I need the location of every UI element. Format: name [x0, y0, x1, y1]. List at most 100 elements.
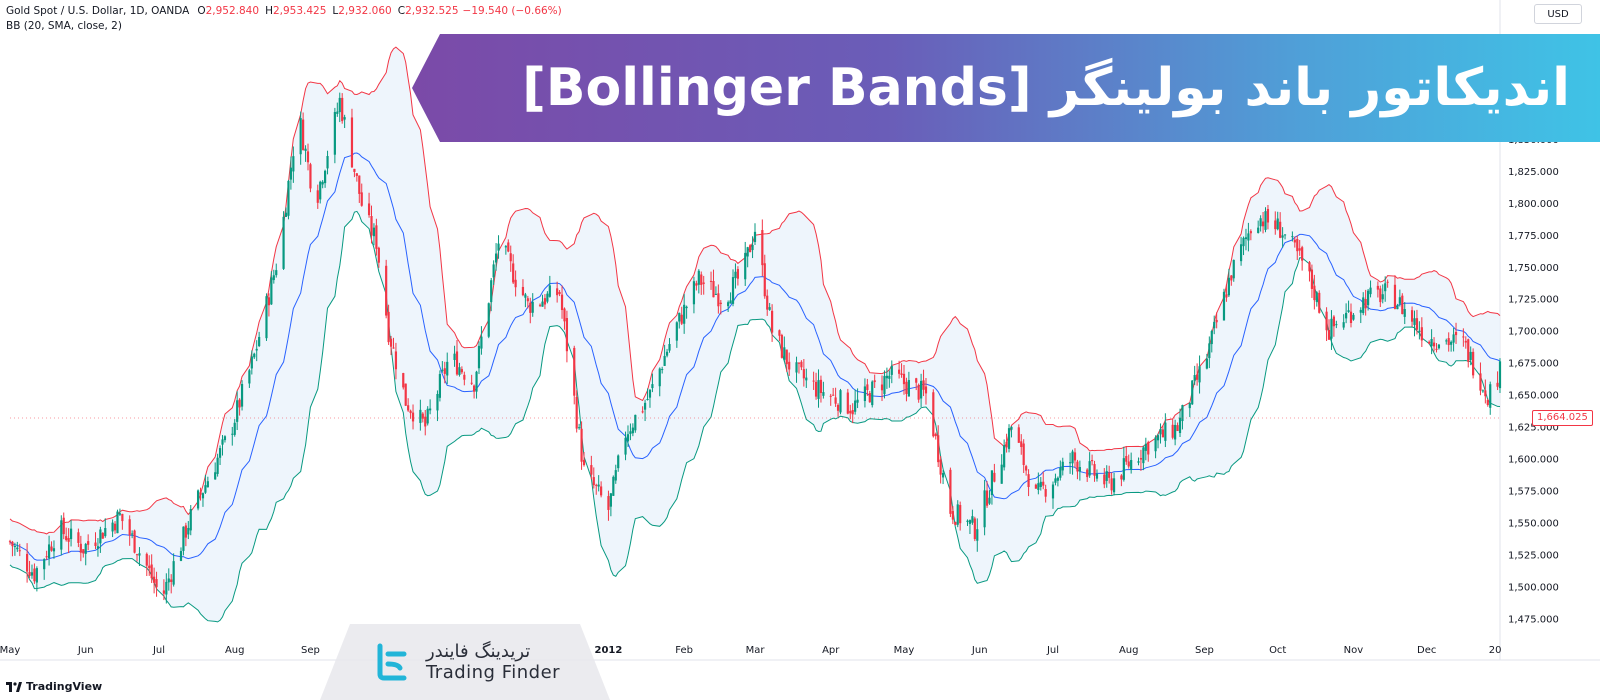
candle-body — [631, 427, 634, 434]
x-tick-label: Jul — [152, 645, 165, 656]
candle-body — [1230, 275, 1233, 281]
change-value: −19.540 (−0.66%) — [462, 5, 562, 17]
candle-body — [477, 345, 481, 369]
candle-body — [1462, 336, 1465, 338]
candle-body — [761, 230, 764, 266]
candle-body — [1159, 429, 1162, 435]
candle-body — [429, 408, 432, 411]
x-tick-label: Feb — [675, 645, 693, 656]
candle-body — [1469, 351, 1472, 360]
candle-body — [1105, 471, 1108, 481]
currency-button[interactable]: USD — [1534, 4, 1582, 24]
candle-body — [1298, 248, 1301, 251]
candle-body — [267, 297, 271, 306]
candle-body — [1472, 351, 1475, 376]
candle-body — [1188, 402, 1191, 409]
candle-body — [1247, 233, 1250, 241]
candle-body — [1198, 366, 1201, 383]
candle-body — [988, 497, 991, 504]
candle-body — [1232, 259, 1235, 279]
y-tick-label: 1,625.000 — [1508, 423, 1559, 434]
candle-body — [1403, 308, 1406, 317]
basis-line — [9, 152, 1501, 561]
candle-body — [1325, 311, 1328, 331]
y-tick-label: 1,500.000 — [1508, 582, 1559, 593]
candle-body — [1034, 484, 1038, 489]
candle-body — [1078, 467, 1081, 472]
candle-body — [104, 528, 107, 537]
candle-body — [558, 291, 561, 294]
candle-body — [1054, 478, 1057, 483]
candle-body — [983, 490, 986, 528]
candle-body — [302, 119, 305, 150]
symbol-title[interactable]: Gold Spot / U.S. Dollar, 1D, OANDA — [6, 5, 190, 17]
candle-body — [196, 490, 200, 509]
candle-body — [871, 381, 874, 406]
candle-body — [497, 243, 500, 251]
candle-body — [135, 554, 139, 556]
candle-body — [1335, 324, 1338, 326]
candle-body — [43, 559, 46, 570]
candle-body — [1068, 462, 1072, 464]
candle-body — [1467, 339, 1470, 362]
candle-body — [1296, 239, 1299, 252]
candle-body — [204, 485, 207, 493]
candle-body — [1415, 318, 1419, 330]
candle-body — [162, 590, 165, 594]
candle-body — [30, 572, 34, 576]
candle-body — [966, 520, 969, 522]
x-tick-label: Jun — [971, 645, 988, 656]
candle-body — [275, 270, 278, 276]
candle-body — [1042, 481, 1045, 486]
bollinger-band-fill — [10, 47, 1500, 622]
candle-body — [1017, 427, 1020, 443]
indicator-legend[interactable]: BB (20, SMA, close, 2) — [6, 20, 122, 32]
candle-body — [1112, 478, 1116, 493]
candle-body — [306, 151, 310, 163]
candle-body — [1393, 284, 1397, 309]
candle-body — [65, 536, 68, 541]
candle-body — [1274, 220, 1277, 230]
candle-body — [1051, 484, 1055, 499]
tradingview-brand[interactable]: TradingView — [6, 680, 102, 693]
candle-body — [675, 322, 678, 341]
candle-body — [326, 156, 329, 169]
candle-body — [472, 385, 476, 392]
candle-body — [153, 576, 156, 583]
candle-body — [546, 293, 549, 302]
candle-body — [1191, 380, 1194, 405]
candle-body — [392, 347, 395, 349]
candle-body — [490, 280, 493, 303]
candle-body — [407, 405, 410, 411]
candle-body — [360, 192, 363, 206]
candle-body — [1142, 447, 1145, 464]
candle-body — [1056, 477, 1059, 481]
candle-body — [592, 477, 595, 486]
candle-body — [822, 392, 825, 396]
candle-body — [814, 381, 818, 397]
candle-body — [236, 400, 239, 422]
candle-body — [116, 511, 119, 534]
tradingview-logo-icon — [6, 681, 22, 692]
candle-body — [182, 526, 185, 551]
candle-body — [560, 294, 564, 311]
candle-body — [299, 118, 302, 155]
candle-body — [993, 472, 996, 482]
y-tick-label: 1,775.000 — [1508, 231, 1559, 242]
candle-body — [717, 293, 720, 307]
candle-body — [1386, 281, 1389, 283]
candle-body — [419, 409, 422, 423]
x-tick-label: Dec — [1417, 645, 1436, 656]
candle-body — [543, 298, 547, 305]
candle-body — [1410, 310, 1414, 322]
candle-body — [526, 298, 529, 302]
candles-group — [8, 92, 1502, 604]
candle-body — [480, 336, 483, 349]
candle-body — [795, 362, 798, 373]
candle-body — [614, 470, 617, 481]
candle-body — [678, 312, 681, 322]
candle-body — [648, 389, 652, 398]
y-tick-label: 1,575.000 — [1508, 487, 1559, 498]
